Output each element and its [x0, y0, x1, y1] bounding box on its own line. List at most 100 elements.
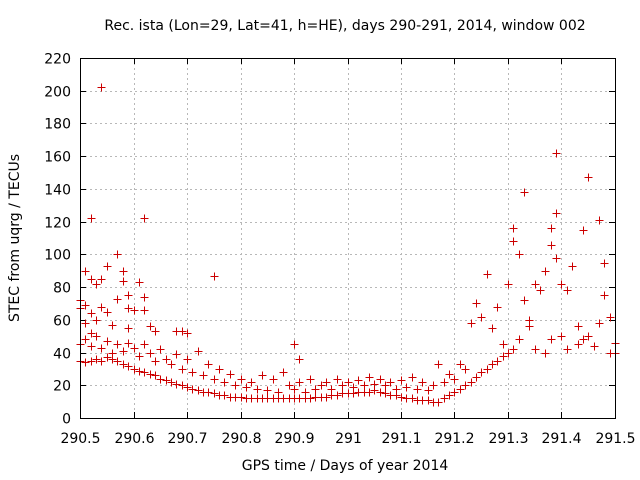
data-point	[188, 368, 197, 377]
data-point	[301, 388, 310, 397]
data-point	[253, 385, 262, 394]
data-point	[130, 306, 139, 315]
data-point	[263, 386, 272, 395]
data-point	[461, 381, 470, 390]
y-tick-label: 160	[44, 150, 71, 166]
plot-frame	[80, 58, 616, 419]
data-point	[237, 393, 246, 402]
data-point	[215, 365, 224, 374]
data-point	[135, 367, 144, 376]
data-point	[547, 335, 556, 344]
data-point	[365, 388, 374, 397]
data-point	[595, 216, 604, 225]
data-point	[499, 352, 508, 361]
y-tick-label: 200	[44, 85, 71, 101]
data-point	[557, 280, 566, 289]
data-point	[220, 378, 229, 387]
data-point	[87, 342, 96, 351]
data-point	[515, 335, 524, 344]
data-point	[525, 322, 534, 331]
data-point	[434, 398, 443, 407]
data-point	[322, 393, 331, 402]
data-point	[456, 385, 465, 394]
data-point	[445, 370, 454, 379]
data-point	[333, 391, 342, 400]
data-point	[579, 226, 588, 235]
data-point	[87, 275, 96, 284]
data-point	[376, 388, 385, 397]
data-point	[140, 306, 149, 315]
data-point	[600, 291, 609, 300]
data-point	[172, 380, 181, 389]
data-point	[386, 378, 395, 387]
data-point	[290, 340, 299, 349]
data-point	[220, 391, 229, 400]
data-point	[295, 378, 304, 387]
data-point	[210, 389, 219, 398]
data-point	[461, 365, 470, 374]
data-point	[568, 262, 577, 271]
data-point	[178, 365, 187, 374]
data-point	[408, 394, 417, 403]
data-point	[172, 350, 181, 359]
y-tick-label: 80	[53, 281, 71, 297]
data-point	[606, 313, 615, 322]
data-point	[81, 358, 90, 367]
data-point	[467, 319, 476, 328]
data-point	[87, 309, 96, 318]
data-point	[311, 385, 320, 394]
data-point	[381, 381, 390, 390]
data-point	[424, 386, 433, 395]
data-point	[167, 378, 176, 387]
data-point	[440, 378, 449, 387]
x-tick-label: 291.2	[434, 431, 474, 447]
data-point	[333, 375, 342, 384]
data-point	[429, 381, 438, 390]
data-point	[488, 360, 497, 369]
data-point	[563, 286, 572, 295]
data-point	[87, 329, 96, 338]
x-axis-label: GPS time / Days of year 2014	[242, 458, 449, 474]
data-point	[295, 355, 304, 364]
y-tick-label: 120	[44, 216, 71, 232]
data-point	[590, 342, 599, 351]
data-point	[108, 321, 117, 330]
tick-label-layer: 0 20 40 60 80 100 120 140 160 180 200 220 290.5 290.6…	[44, 52, 635, 448]
data-point	[317, 381, 326, 390]
data-point	[146, 370, 155, 379]
data-point	[87, 214, 96, 223]
data-point	[81, 319, 90, 328]
data-point	[434, 360, 443, 369]
data-points-layer	[76, 83, 620, 407]
data-point	[349, 383, 358, 392]
data-point	[467, 378, 476, 387]
data-point	[493, 303, 502, 312]
data-point	[103, 353, 112, 362]
data-point	[135, 278, 144, 287]
data-point	[354, 376, 363, 385]
x-tick-label: 290.5	[60, 431, 100, 447]
data-point	[376, 375, 385, 384]
data-point	[483, 270, 492, 279]
data-point	[140, 293, 149, 302]
data-point	[140, 214, 149, 223]
data-point	[547, 241, 556, 250]
data-point	[162, 355, 171, 364]
data-point	[584, 332, 593, 341]
data-point	[477, 368, 486, 377]
data-point	[237, 375, 246, 384]
data-point	[204, 360, 213, 369]
data-point	[584, 173, 593, 182]
data-point	[258, 371, 267, 380]
data-point	[600, 259, 609, 268]
y-tick-label: 220	[44, 52, 71, 68]
data-point	[290, 385, 299, 394]
y-tick-label: 0	[62, 412, 71, 428]
data-point	[285, 381, 294, 390]
data-point	[531, 345, 540, 354]
data-point	[194, 386, 203, 395]
data-point	[124, 339, 133, 348]
data-point	[130, 365, 139, 374]
x-tick-label: 291.4	[541, 431, 581, 447]
x-tick-label: 290.9	[274, 431, 314, 447]
